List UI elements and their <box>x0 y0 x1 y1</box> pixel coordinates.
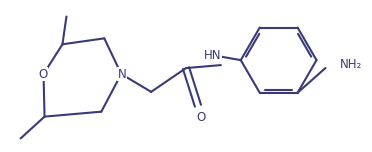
Text: N: N <box>118 67 126 81</box>
Text: O: O <box>196 111 206 124</box>
Text: HN: HN <box>204 49 222 62</box>
Text: NH₂: NH₂ <box>339 57 362 71</box>
Text: O: O <box>38 67 47 81</box>
